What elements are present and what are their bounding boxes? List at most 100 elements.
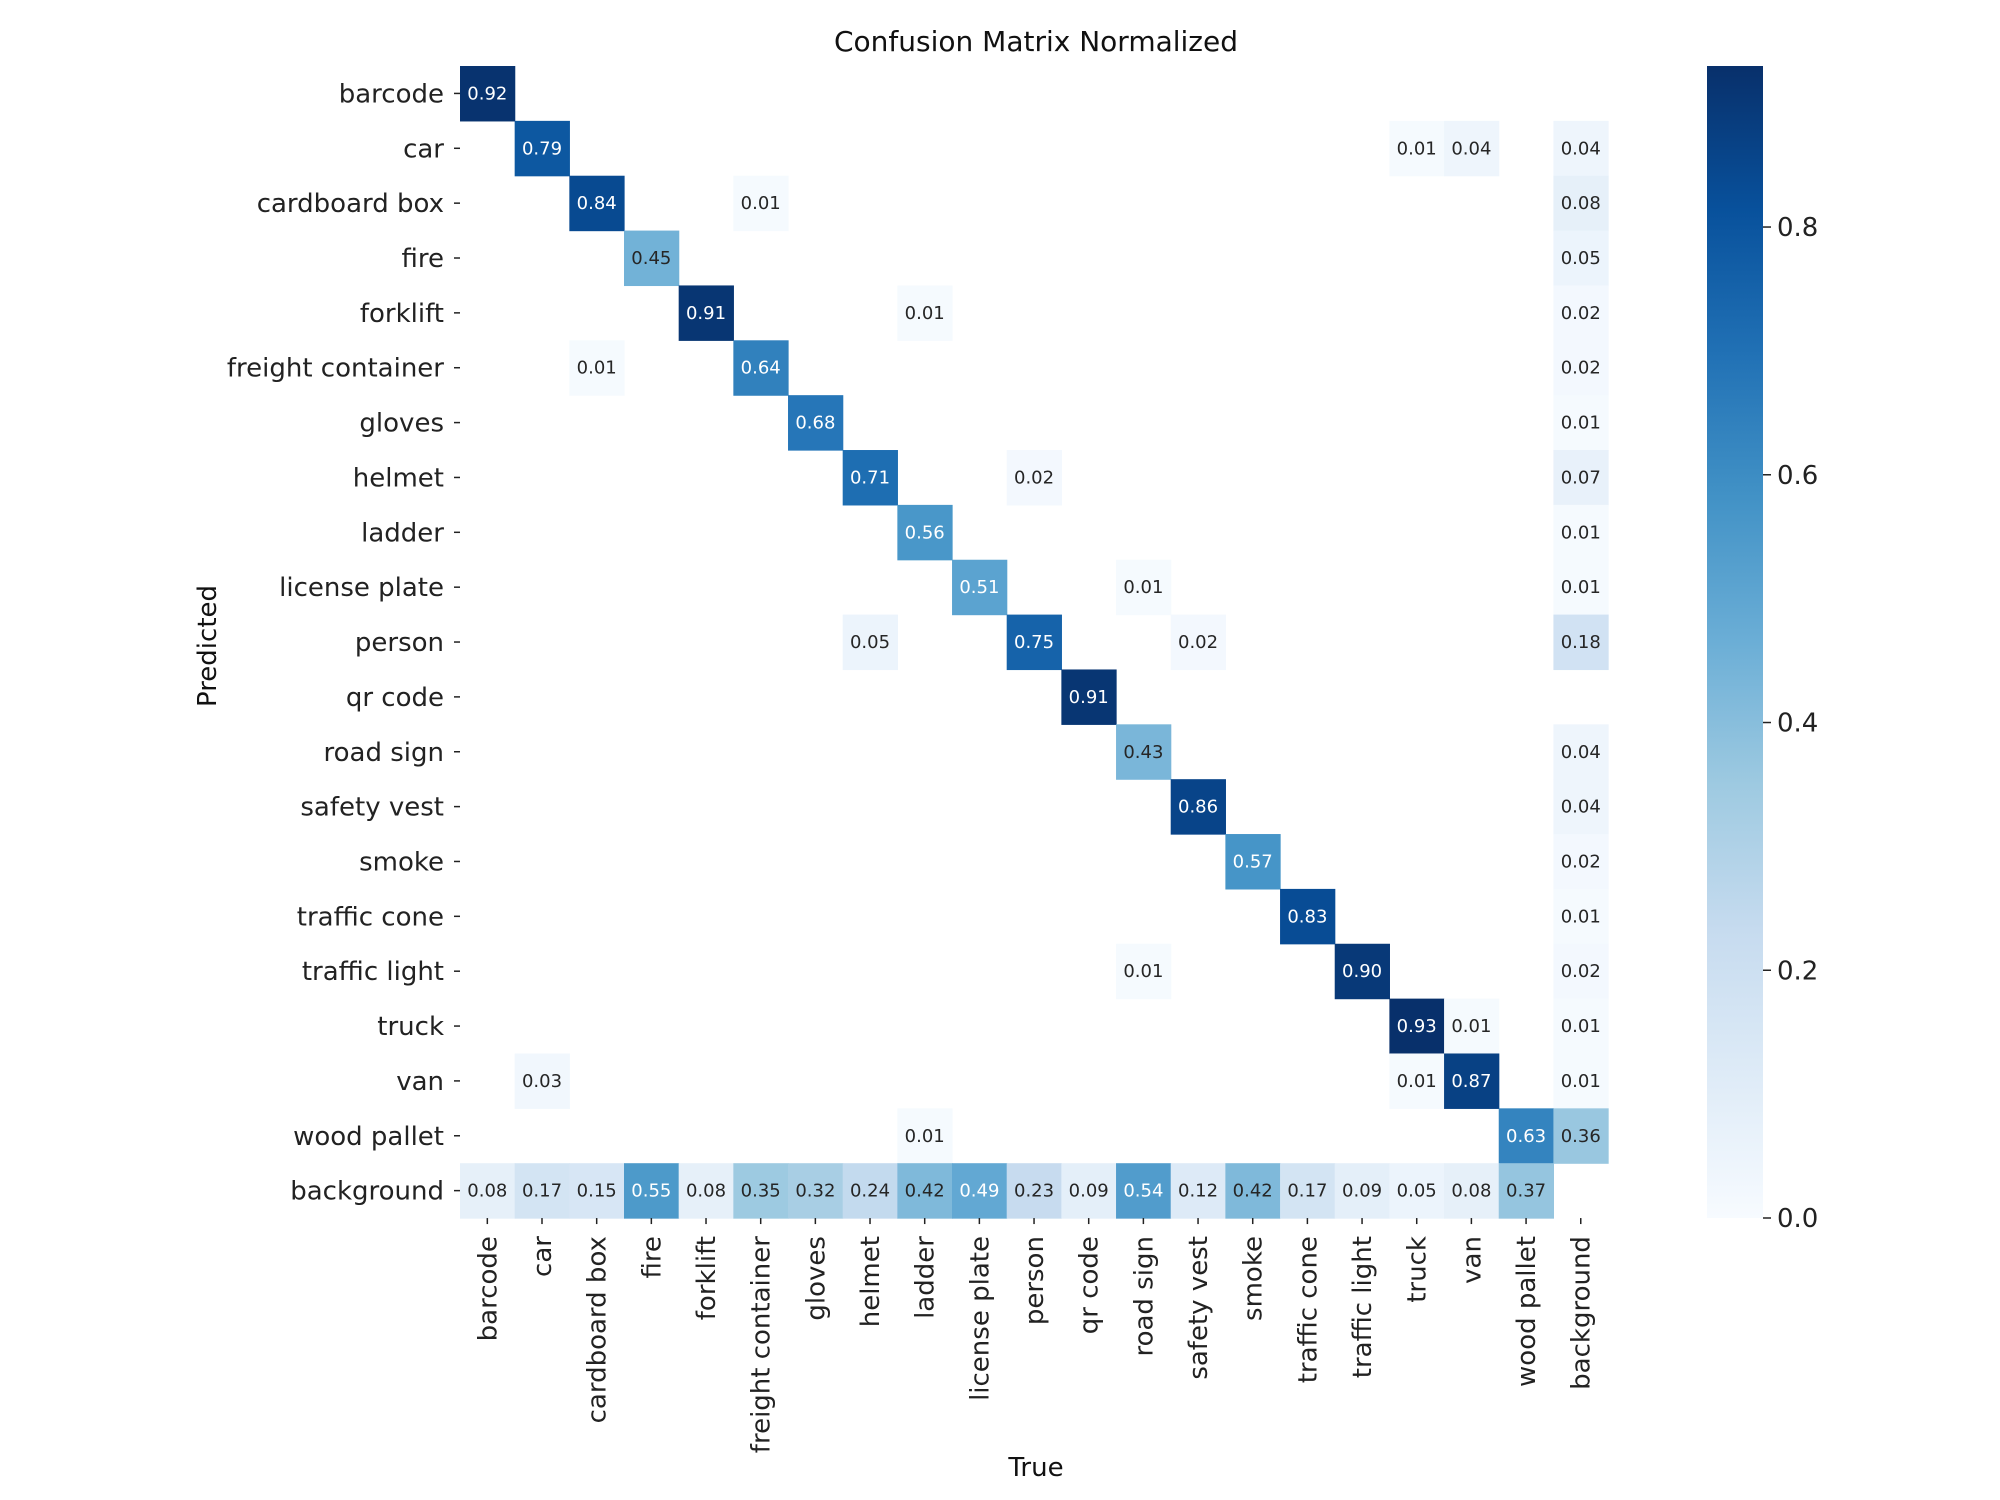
heatmap-cell — [1170, 614, 1226, 671]
cell-value-label: 0.42 — [905, 1181, 945, 1202]
cell-value-label: 0.01 — [905, 303, 945, 324]
heatmap-cell — [1444, 1163, 1500, 1219]
heatmap-cell — [1553, 395, 1609, 451]
cell-value-label: 0.01 — [741, 193, 781, 214]
heatmap-cell — [1334, 1163, 1390, 1219]
y-tick-label: person — [355, 628, 444, 658]
x-tick-label: car — [528, 1236, 558, 1277]
heatmap-cell — [1389, 998, 1445, 1055]
cell-value-label: 0.04 — [1561, 138, 1601, 159]
cell-value-label: 0.18 — [1561, 632, 1601, 653]
heatmap-cell — [788, 395, 844, 451]
cell-value-label: 0.05 — [1397, 1181, 1437, 1202]
x-tick-label: fire — [637, 1236, 667, 1279]
cell-value-label: 0.56 — [905, 522, 945, 543]
heatmap-cell — [678, 1163, 734, 1219]
heatmap-cell — [733, 175, 789, 232]
y-tick-label: smoke — [359, 847, 444, 877]
heatmap-cell — [952, 559, 1008, 616]
x-tick-label: traffic light — [1348, 1236, 1378, 1378]
cell-value-label: 0.03 — [522, 1071, 562, 1092]
x-tick-label: license plate — [965, 1236, 995, 1401]
cell-value-label: 0.01 — [1561, 906, 1601, 927]
x-tick-label: cardboard box — [583, 1236, 613, 1423]
heatmap-cell — [569, 175, 625, 232]
y-tick-label: freight container — [227, 354, 444, 384]
heatmap-cell — [733, 1163, 789, 1219]
heatmap-cell — [1116, 724, 1172, 780]
cell-value-label: 0.45 — [631, 248, 671, 269]
cell-value-label: 0.02 — [1561, 961, 1601, 982]
heatmap-cell — [678, 285, 734, 341]
cell-value-label: 0.83 — [1287, 906, 1327, 927]
cell-value-label: 0.01 — [1397, 138, 1437, 159]
heatmap-cell — [1553, 888, 1609, 945]
cell-value-label: 0.08 — [1451, 1181, 1491, 1202]
cell-value-label: 0.87 — [1451, 1071, 1491, 1092]
x-tick-label: background — [1567, 1236, 1597, 1390]
x-tick-label: ladder — [911, 1236, 941, 1319]
colorbar — [1707, 66, 1763, 1218]
heatmap-cell — [1280, 1163, 1336, 1219]
cell-value-label: 0.68 — [795, 413, 835, 434]
cell-value-label: 0.02 — [1561, 851, 1601, 872]
colorbar-tick-label: 0.6 — [1777, 461, 1818, 491]
cell-value-label: 0.08 — [686, 1181, 726, 1202]
heatmap-cell — [1553, 120, 1609, 177]
x-tick-label: smoke — [1239, 1236, 1269, 1321]
heatmap-cell — [1389, 1053, 1445, 1109]
heatmap-cell — [1553, 504, 1609, 561]
heatmap-cell — [1280, 888, 1336, 945]
cell-value-label: 0.86 — [1178, 797, 1218, 818]
heatmap-cell — [1389, 120, 1445, 177]
heatmap-cell — [897, 504, 953, 561]
y-axis-label: Predicted — [193, 585, 223, 707]
x-tick-label: qr code — [1075, 1236, 1105, 1334]
cell-value-label: 0.35 — [741, 1181, 781, 1202]
heatmap-cell — [842, 450, 898, 506]
heatmap-cell — [1170, 779, 1226, 835]
heatmap-cell — [624, 1163, 680, 1219]
x-tick-label: van — [1457, 1236, 1487, 1284]
cell-value-label: 0.17 — [1287, 1181, 1327, 1202]
heatmap-cell — [1553, 614, 1609, 671]
y-tick-label: van — [396, 1067, 444, 1097]
y-tick-label: helmet — [353, 463, 444, 493]
cell-value-label: 0.24 — [850, 1181, 890, 1202]
cell-value-label: 0.08 — [467, 1181, 507, 1202]
cell-value-label: 0.02 — [1561, 303, 1601, 324]
cell-value-label: 0.04 — [1451, 138, 1491, 159]
cell-value-label: 0.04 — [1561, 742, 1601, 763]
cell-value-label: 0.04 — [1561, 797, 1601, 818]
y-tick-label: traffic cone — [297, 902, 444, 932]
x-tick-label: forklift — [692, 1236, 722, 1320]
cell-value-label: 0.43 — [1123, 742, 1163, 763]
heatmap-cell — [1553, 998, 1609, 1055]
colorbar-tick-label: 0.4 — [1777, 709, 1818, 739]
cell-value-label: 0.71 — [850, 467, 890, 488]
heatmap-cell — [1116, 1163, 1172, 1219]
heatmap-cell — [952, 1163, 1008, 1219]
cell-value-label: 0.02 — [1014, 467, 1054, 488]
y-tick-label: forklift — [360, 299, 444, 329]
heatmap-cell — [1553, 834, 1609, 890]
x-tick-label: gloves — [801, 1236, 831, 1321]
y-tick-label: ladder — [361, 518, 444, 548]
cell-value-label: 0.17 — [522, 1181, 562, 1202]
cell-value-label: 0.01 — [1561, 1071, 1601, 1092]
heatmap-cell — [1444, 120, 1500, 177]
heatmap-cell — [1498, 1108, 1554, 1164]
cell-value-label: 0.90 — [1342, 961, 1382, 982]
heatmap-cell — [1006, 450, 1062, 506]
cell-value-label: 0.92 — [467, 83, 507, 104]
cell-value-label: 0.42 — [1233, 1181, 1273, 1202]
x-tick-label: truck — [1403, 1236, 1433, 1303]
cell-value-label: 0.32 — [795, 1181, 835, 1202]
cell-value-label: 0.01 — [905, 1126, 945, 1147]
heatmap-cell — [1444, 998, 1500, 1055]
heatmap-cell — [569, 340, 625, 396]
colorbar-ticks: 0.0 0.2 0.4 0.6 0.8 — [1763, 213, 1818, 1234]
cell-value-label: 0.01 — [1561, 577, 1601, 598]
heatmap-cell — [1061, 1163, 1117, 1219]
cell-value-label: 0.79 — [522, 138, 562, 159]
